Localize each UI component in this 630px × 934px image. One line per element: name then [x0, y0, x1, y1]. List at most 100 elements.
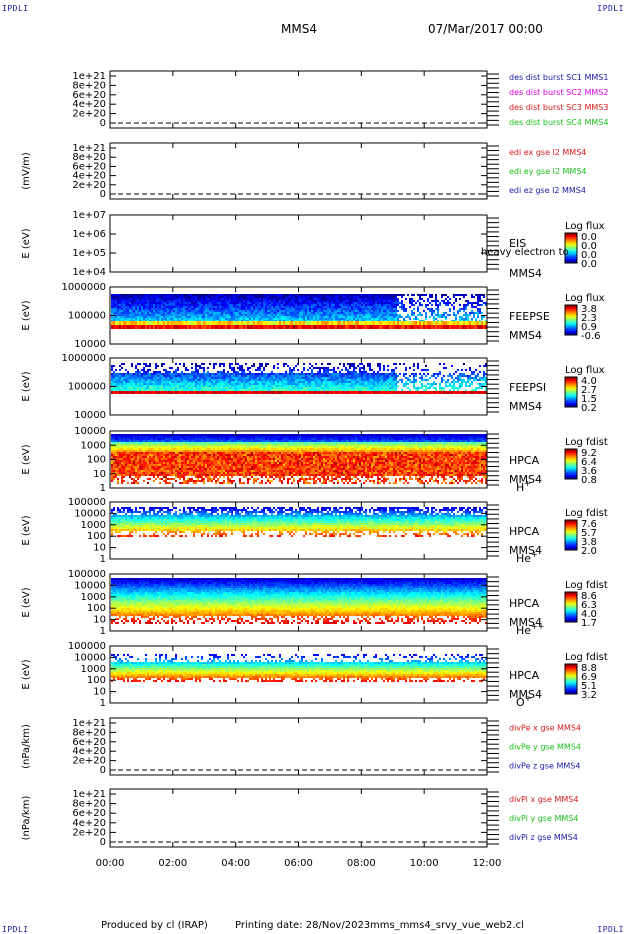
heatmap-cell	[281, 294, 283, 296]
heatmap-cell	[431, 308, 433, 310]
heatmap-cell	[291, 375, 293, 377]
heatmap-cell	[245, 385, 247, 387]
heatmap-cell	[205, 304, 207, 306]
heatmap-cell	[221, 383, 223, 385]
heatmap-cell	[305, 314, 307, 316]
spectrogram-4	[111, 294, 487, 329]
heatmap-cell	[157, 371, 159, 373]
heatmap-cell	[225, 302, 227, 304]
heatmap-cell	[125, 373, 127, 375]
heatmap-cell	[185, 306, 187, 308]
heatmap-cell	[273, 365, 275, 367]
heatmap-cell	[255, 389, 257, 391]
heatmap-cell	[223, 375, 225, 377]
heatmap-cell	[391, 316, 393, 318]
heatmap-cell	[385, 321, 387, 325]
heatmap-cell	[265, 363, 267, 365]
heatmap-cell	[297, 375, 299, 377]
heatmap-cell	[331, 294, 333, 296]
heatmap-cell	[189, 308, 191, 310]
heatmap-cell	[319, 379, 321, 381]
heatmap-cell	[275, 296, 277, 298]
heatmap-cell	[453, 312, 455, 314]
heatmap-cell	[135, 387, 137, 389]
heatmap-cell	[349, 312, 351, 314]
heatmap-cell	[113, 377, 115, 379]
heatmap-cell	[195, 294, 197, 296]
heatmap-cell	[315, 325, 317, 329]
heatmap-cell	[359, 300, 361, 302]
heatmap-cell	[227, 304, 229, 306]
heatmap-cell	[289, 385, 291, 387]
heatmap-cell	[195, 375, 197, 377]
heatmap-cell	[455, 321, 457, 325]
heatmap-cell	[391, 325, 393, 329]
heatmap-cell	[307, 391, 309, 394]
heatmap-cell	[173, 391, 175, 394]
heatmap-cell	[163, 312, 165, 314]
heatmap-cell	[381, 296, 383, 298]
heatmap-cell	[169, 312, 171, 314]
heatmap-cell	[351, 302, 353, 304]
heatmap-cell	[319, 306, 321, 308]
heatmap-cell	[319, 312, 321, 314]
heatmap-cell	[147, 381, 149, 383]
heatmap-cell	[389, 314, 391, 316]
heatmap-cell	[347, 321, 349, 325]
heatmap-cell	[125, 318, 127, 320]
heatmap-cell	[267, 296, 269, 298]
heatmap-cell	[265, 365, 267, 367]
heatmap-cell	[157, 391, 159, 394]
heatmap-cell	[375, 385, 377, 387]
heatmap-cell	[355, 375, 357, 377]
heatmap-cell	[137, 369, 139, 371]
heatmap-cell	[129, 302, 131, 304]
heatmap-cell	[291, 377, 293, 379]
heatmap-cell	[219, 298, 221, 300]
heatmap-cell	[341, 316, 343, 318]
heatmap-cell	[151, 302, 153, 304]
heatmap-cell	[157, 375, 159, 377]
heatmap-cell	[229, 385, 231, 387]
heatmap-cell	[129, 300, 131, 302]
heatmap-cell	[361, 310, 363, 312]
heatmap-cell	[331, 316, 333, 318]
heatmap-cell	[121, 373, 123, 375]
heatmap-cell	[297, 296, 299, 298]
heatmap-cell	[245, 302, 247, 304]
heatmap-cell	[367, 377, 369, 379]
heatmap-cell	[175, 369, 177, 371]
heatmap-cell	[427, 298, 429, 300]
heatmap-cell	[239, 310, 241, 312]
heatmap-cell	[373, 314, 375, 316]
heatmap-cell	[185, 294, 187, 296]
heatmap-cell	[237, 314, 239, 316]
heatmap-cell	[119, 375, 121, 377]
heatmap-cell	[301, 375, 303, 377]
heatmap-cell	[291, 316, 293, 318]
heatmap-cell	[445, 304, 447, 306]
heatmap-cell	[189, 379, 191, 381]
heatmap-cell	[173, 310, 175, 312]
heatmap-cell	[229, 294, 231, 296]
heatmap-cell	[211, 296, 213, 298]
heatmap-cell	[273, 314, 275, 316]
heatmap-cell	[153, 325, 155, 329]
heatmap-cell	[331, 296, 333, 298]
heatmap-cell	[383, 381, 385, 383]
heatmap-cell	[277, 373, 279, 375]
heatmap-cell	[143, 389, 145, 391]
heatmap-cell	[157, 373, 159, 375]
heatmap-cell	[385, 296, 387, 298]
heatmap-cell	[213, 308, 215, 310]
heatmap-cell	[185, 375, 187, 377]
heatmap-cell	[379, 302, 381, 304]
heatmap-cell	[225, 306, 227, 308]
heatmap-cell	[205, 325, 207, 329]
heatmap-cell	[225, 296, 227, 298]
heatmap-cell	[315, 316, 317, 318]
heatmap-cell	[317, 318, 319, 320]
heatmap-cell	[165, 391, 167, 394]
heatmap-cell	[371, 314, 373, 316]
heatmap-cell	[315, 310, 317, 312]
